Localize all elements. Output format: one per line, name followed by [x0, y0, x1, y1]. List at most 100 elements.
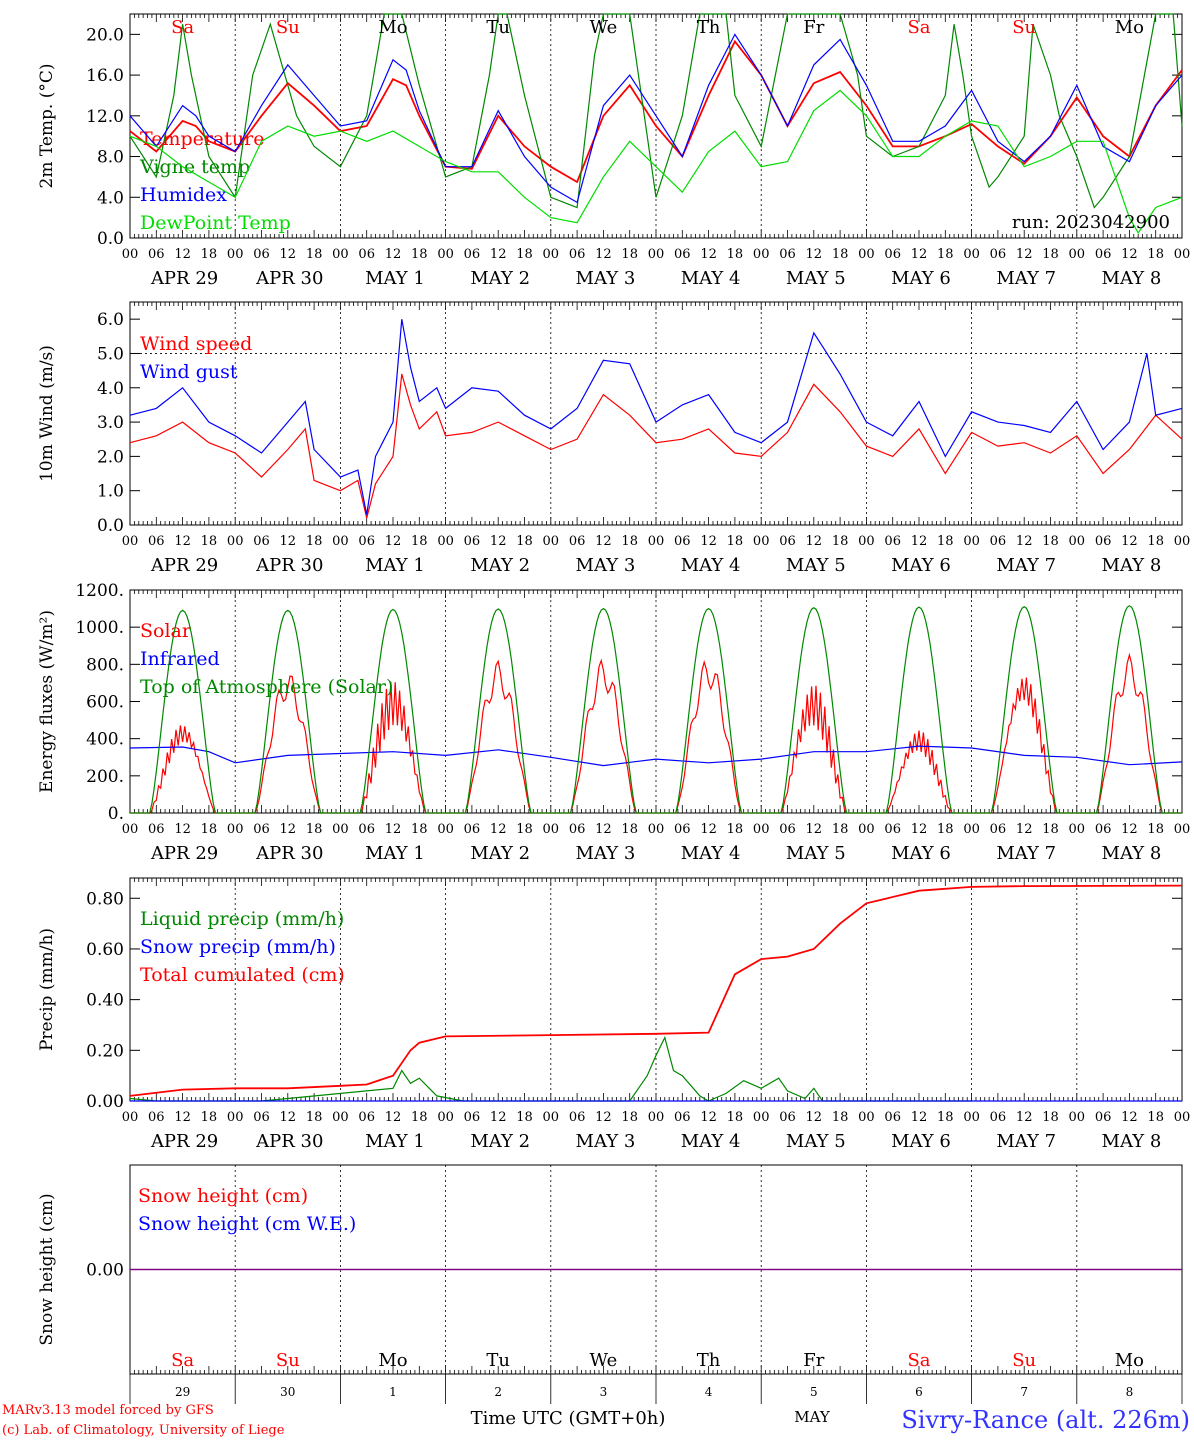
date-label: MAY 4: [681, 843, 741, 864]
panel-4: 0.00 0.20 0.40 0.60 0.80 Precip (mm/h) Liquid …: [37, 877, 1190, 1152]
hour-tick-label: 18: [727, 822, 744, 837]
hour-tick-label: 12: [1121, 1110, 1138, 1125]
weekday-label: Sa: [171, 1350, 194, 1371]
y-tick-label: 1200.: [75, 581, 124, 601]
hour-tick-label: 00: [858, 534, 875, 549]
y-tick-label: 800.: [86, 655, 124, 675]
hour-tick-label: 12: [806, 247, 823, 262]
hour-tick-label: 06: [569, 247, 586, 262]
hour-tick-label: 12: [911, 822, 928, 837]
y-tick-label: 5.0: [97, 344, 124, 364]
hour-tick-label: 12: [1121, 822, 1138, 837]
weekday-label: Mo: [1115, 1350, 1144, 1371]
hour-tick-label: 18: [306, 534, 323, 549]
hour-tick-label: 18: [306, 247, 323, 262]
hour-tick-label: 00: [858, 822, 875, 837]
weekday-label: Su: [1012, 1350, 1036, 1371]
hour-tick-label: 00: [543, 247, 560, 262]
weekday-label: Fr: [803, 17, 824, 38]
hour-tick-label: 12: [911, 1110, 928, 1125]
hour-tick-label: 06: [569, 1110, 586, 1125]
hour-tick-label: 06: [674, 822, 691, 837]
series-line: [129, 373, 1183, 519]
hour-tick-label: 06: [1095, 534, 1112, 549]
date-label: MAY 8: [1102, 843, 1162, 864]
date-label: MAY 5: [786, 1131, 846, 1152]
y-axis-label: Snow height (cm): [37, 1193, 57, 1345]
hour-tick-label: 12: [490, 822, 507, 837]
hour-tick-label: 06: [148, 534, 165, 549]
weekday-label: Su: [276, 17, 300, 38]
hour-tick-label: 06: [464, 534, 481, 549]
hour-tick-label: 00: [648, 1110, 665, 1125]
date-label: APR 29: [150, 555, 218, 576]
footer-copyright-label: (c) Lab. of Climatology, University of L…: [2, 1423, 285, 1438]
hour-tick-label: 18: [1147, 822, 1164, 837]
y-tick-label: 0.40: [86, 991, 124, 1011]
hour-tick-label: 12: [700, 1110, 717, 1125]
weekday-label: Th: [697, 17, 721, 38]
hour-tick-label: 00: [122, 822, 139, 837]
panel-5: 0.00 Snow height (cm) Snow height (cm) Snow…: [37, 1164, 1183, 1404]
hour-tick-label: 06: [674, 247, 691, 262]
hour-tick-label: 12: [1016, 822, 1033, 837]
legend-entry: Temperature: [140, 128, 264, 150]
hour-tick-label: 18: [1042, 822, 1059, 837]
station-label: Sivry-Rance (alt. 226m): [901, 1406, 1190, 1434]
day-number-label: 1: [389, 1385, 397, 1399]
hour-tick-label: 06: [1095, 822, 1112, 837]
x-axis-label: Time UTC (GMT+0h): [471, 1408, 666, 1429]
weekday-label: Sa: [907, 1350, 930, 1371]
hour-tick-label: 06: [569, 534, 586, 549]
hour-tick-label: 00: [1069, 534, 1086, 549]
hour-tick-label: 12: [911, 534, 928, 549]
footer: MARv3.13 model forced by GFS (c) Lab. of…: [2, 1403, 1190, 1438]
hour-tick-label: 00: [963, 822, 980, 837]
hour-tick-label: 06: [358, 1110, 375, 1125]
date-label: MAY 2: [470, 1131, 530, 1152]
weekday-label: Fr: [803, 1350, 824, 1371]
hour-tick-label: 18: [727, 247, 744, 262]
hour-tick-label: 18: [306, 1110, 323, 1125]
hour-tick-label: 06: [148, 1110, 165, 1125]
y-tick-label: 0.: [108, 804, 124, 824]
y-axis-label: 2m Temp. (°C): [37, 63, 57, 188]
series-line: [129, 89, 1183, 235]
hour-tick-label: 12: [174, 247, 191, 262]
hour-tick-label: 18: [516, 247, 533, 262]
hour-tick-label: 06: [990, 822, 1007, 837]
legend-entry: Infrared: [140, 648, 220, 670]
hour-tick-label: 18: [201, 534, 218, 549]
hour-tick-label: 18: [516, 1110, 533, 1125]
hour-tick-label: 12: [595, 822, 612, 837]
hour-tick-label: 06: [253, 247, 270, 262]
hour-tick-label: 00: [332, 247, 349, 262]
hour-tick-label: 12: [280, 247, 297, 262]
day-number-label: 8: [1126, 1385, 1134, 1399]
hour-tick-label: 18: [1042, 247, 1059, 262]
hour-tick-label: 18: [727, 534, 744, 549]
hour-tick-label: 06: [253, 534, 270, 549]
y-tick-label: 0.0: [97, 516, 124, 536]
hour-tick-label: 06: [990, 1110, 1007, 1125]
footer-model-label: MARv3.13 model forced by GFS: [2, 1403, 214, 1418]
date-label: MAY 7: [996, 843, 1056, 864]
hour-tick-label: 12: [1016, 247, 1033, 262]
hour-tick-label: 00: [1174, 247, 1191, 262]
hour-tick-label: 00: [437, 247, 454, 262]
hour-tick-label: 12: [595, 247, 612, 262]
date-label: MAY 6: [891, 1131, 951, 1152]
weekday-label: Th: [697, 1350, 721, 1371]
weekday-label: Mo: [378, 17, 407, 38]
hour-tick-label: 18: [1042, 534, 1059, 549]
legend-entry: Wind gust: [140, 361, 238, 383]
hour-tick-label: 18: [516, 822, 533, 837]
day-number-label: 4: [705, 1385, 713, 1399]
hour-tick-label: 12: [1121, 534, 1138, 549]
hour-tick-label: 06: [358, 822, 375, 837]
day-number-label: 29: [175, 1385, 190, 1399]
date-label: MAY 6: [891, 268, 951, 289]
date-label: MAY 8: [1102, 1131, 1162, 1152]
legend-entry: Snow precip (mm/h): [140, 936, 336, 958]
y-tick-label: 1000.: [75, 618, 124, 638]
